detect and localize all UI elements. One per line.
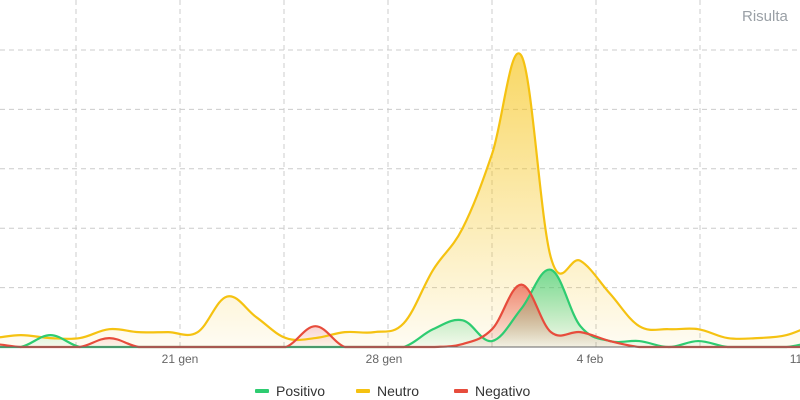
legend-item-negativo[interactable]: Negativo — [454, 383, 530, 399]
legend-item-neutro[interactable]: Neutro — [356, 383, 419, 399]
series-line-neutro — [0, 52, 800, 342]
line-layer — [0, 52, 800, 349]
legend: Positivo Neutro Negativo — [255, 383, 530, 399]
grid-layer — [0, 0, 800, 348]
x-tick-labels: 21 gen 28 gen 4 feb 11 — [162, 352, 800, 366]
x-tick-label: 21 gen — [162, 352, 199, 366]
legend-label: Positivo — [276, 383, 325, 399]
x-tick-label: 11 — [790, 352, 800, 366]
x-tick-label: 4 feb — [577, 352, 604, 366]
legend-item-positivo[interactable]: Positivo — [255, 383, 325, 399]
legend-label: Negativo — [475, 383, 530, 399]
corner-label: Risulta — [742, 8, 789, 25]
legend-label: Neutro — [377, 383, 419, 399]
legend-swatch — [356, 389, 370, 393]
area-layer — [0, 53, 800, 348]
legend-swatch — [255, 389, 269, 393]
legend-swatch — [454, 389, 468, 393]
x-tick-label: 28 gen — [366, 352, 403, 366]
series-area-neutro — [0, 53, 800, 347]
